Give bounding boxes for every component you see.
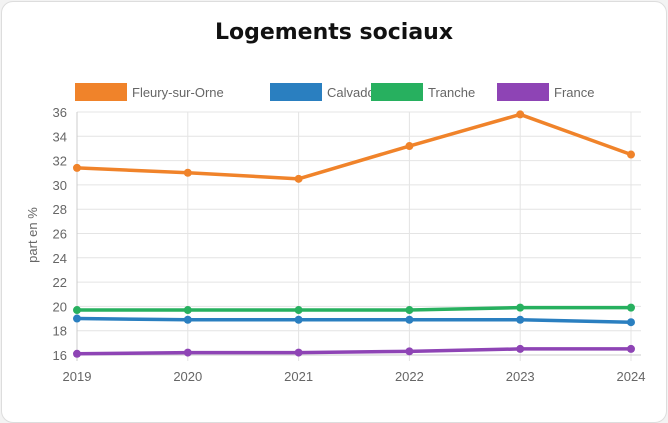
legend-label: Calvados [327,85,382,100]
chart-title: Logements sociaux [214,20,454,45]
y-tick-label: 24 [53,251,67,266]
x-tick-label: 2024 [617,369,646,384]
data-point [627,150,635,159]
x-tick-label: 2023 [506,369,535,384]
y-tick-label: 32 [53,154,67,169]
data-point [516,344,525,353]
legend-label: France [554,85,594,100]
data-point [183,168,192,177]
data-point [627,318,635,327]
data-point [183,306,192,315]
y-tick-label: 16 [53,348,67,363]
data-point [405,315,414,324]
data-point [183,348,192,357]
legend-swatch-fleury-sur-orne [75,83,127,101]
series-line-fleury-sur-orne [76,112,632,181]
series-line-tranche [77,305,631,312]
series-line-calvados [76,316,632,324]
data-point [516,110,525,119]
y-tick-label: 30 [53,178,67,193]
y-tick-label: 22 [53,275,67,290]
data-point [294,174,303,183]
data-point [294,348,303,357]
data-point [73,306,81,315]
data-point [516,303,525,312]
data-point [405,142,414,151]
legend-swatch-tranche [371,83,423,101]
data-point [73,163,81,172]
data-point [294,315,303,324]
y-axis-label: part en % [25,207,40,263]
data-point [294,306,303,315]
series-line-france [76,347,631,356]
y-tick-label: 36 [53,105,67,120]
data-point [73,314,81,323]
y-tick-label: 34 [53,129,67,144]
legend-swatch-france [497,83,549,101]
y-tick-label: 26 [53,227,67,242]
legend-swatch-calvados [270,83,322,101]
data-point [183,315,192,324]
y-tick-label: 28 [53,202,67,217]
legend-label: Fleury-sur-Orne [132,85,224,100]
data-point [73,349,81,358]
y-tick-label: 20 [53,299,67,314]
data-point [405,306,414,315]
data-point [405,347,414,356]
data-point [516,315,525,324]
x-tick-label: 2021 [284,369,313,384]
legend-label: Tranche [428,85,475,100]
x-tick-label: 2019 [63,369,92,384]
data-point [627,344,635,353]
data-point [627,303,635,312]
x-tick-label: 2020 [173,369,202,384]
y-tick-label: 18 [53,324,67,339]
x-tick-label: 2022 [395,369,424,384]
